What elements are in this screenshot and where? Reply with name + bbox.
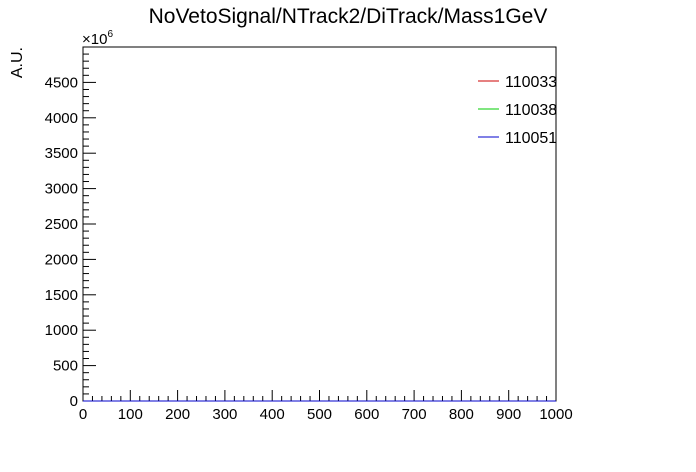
x-tick-label: 300	[212, 406, 237, 423]
y-axis-exponent: ×106	[82, 29, 113, 48]
y-tick-label: 500	[53, 358, 78, 375]
exponent-power: 6	[107, 29, 113, 40]
x-tick-label: 0	[79, 406, 87, 423]
plot-frame	[82, 46, 557, 402]
legend: 110033 110038 110051	[478, 74, 557, 147]
x-tick-labels: 0 100 200 300 400 500 600 700 800 900 1000	[79, 406, 573, 423]
y-tick-label: 3000	[45, 181, 78, 198]
axis-ticks	[82, 53, 557, 402]
y-tick-labels: 0 500 1000 1500 2000 2500 3000 3500 4000 4500	[45, 74, 78, 410]
x-tick-label: 900	[496, 406, 521, 423]
y-axis-label: A.U.	[9, 47, 26, 78]
x-tick-label: 500	[307, 406, 332, 423]
legend-label-110051: 110051	[505, 130, 557, 147]
x-tick-label: 400	[260, 406, 285, 423]
y-tick-label: 4000	[45, 110, 78, 127]
y-tick-label: 2000	[45, 251, 78, 268]
x-tick-label: 800	[449, 406, 474, 423]
x-tick-label: 1000	[539, 406, 572, 423]
legend-label-110038: 110038	[505, 102, 557, 119]
y-tick-label: 2500	[45, 216, 78, 233]
y-tick-label: 3500	[45, 145, 78, 162]
y-tick-label: 0	[70, 393, 78, 410]
legend-label-110033: 110033	[505, 74, 557, 91]
x-tick-label: 100	[118, 406, 143, 423]
exponent-base: ×10	[82, 31, 107, 48]
y-tick-label: 1000	[45, 322, 78, 339]
y-tick-label: 1500	[45, 287, 78, 304]
chart-title: NoVetoSignal/NTrack2/DiTrack/Mass1GeV	[149, 5, 548, 28]
x-tick-label: 600	[354, 406, 379, 423]
x-tick-label: 200	[165, 406, 190, 423]
y-tick-label: 4500	[45, 74, 78, 91]
x-tick-label: 700	[402, 406, 427, 423]
